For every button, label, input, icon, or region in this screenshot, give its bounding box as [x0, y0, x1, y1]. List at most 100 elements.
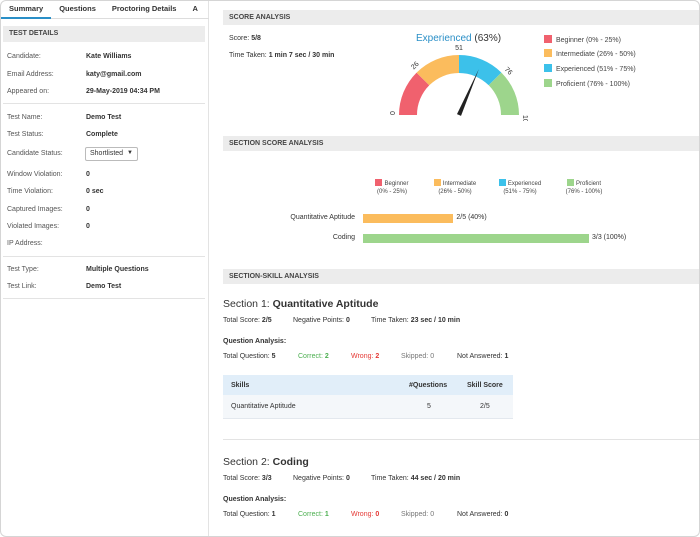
detail-row-ip-address: IP Address:: [7, 240, 205, 252]
section-2-correct: Correct: 1: [298, 511, 329, 518]
tab-proctoring-details[interactable]: Proctoring Details: [111, 4, 177, 13]
stat-label: Skipped:: [401, 511, 429, 518]
stat-label: Not Answered:: [457, 511, 503, 518]
stat-label: Negative Points:: [293, 475, 344, 482]
tab-bar: Summary Questions Proctoring Details A: [1, 1, 209, 19]
section-1-question-analysis-heading: Question Analysis:: [223, 338, 287, 345]
column-header-questions: #Questions: [409, 382, 448, 389]
detail-label: Test Status:: [7, 131, 44, 138]
detail-row-appeared-on: Appeared on: 29-May-2019 04:34 PM: [7, 88, 205, 100]
stat-value: 0: [430, 353, 435, 360]
stat-value: 0: [375, 511, 380, 518]
divider: [3, 103, 205, 104]
time-line: Time Taken: 1 min 7 sec / 30 min: [229, 52, 334, 59]
tab-more[interactable]: A: [192, 4, 198, 13]
detail-label: Violated Images:: [7, 223, 60, 230]
legend-proficient: Proficient (76% - 100%): [544, 79, 630, 88]
detail-label: Time Violation:: [7, 188, 53, 195]
left-panel: Summary Questions Proctoring Details A T…: [1, 1, 209, 536]
gauge-needle: [456, 69, 479, 116]
section-skill-heading: SECTION-SKILL ANALYSIS: [223, 269, 699, 284]
table-cell-skill: Quantitative Aptitude: [231, 403, 296, 410]
gauge-segment-beginner: [399, 72, 430, 115]
detail-value[interactable]: Demo Test: [86, 283, 122, 290]
chevron-down-icon: ▼: [127, 150, 133, 156]
section-bar-label: Coding: [332, 234, 355, 241]
stat-label: Time Taken:: [371, 475, 409, 482]
legend-experienced: Experienced (51% - 75%): [544, 64, 636, 73]
detail-value: 0 sec: [86, 188, 104, 195]
detail-label: Email Address:: [7, 71, 54, 78]
legend-range: (0% - 25%): [376, 189, 407, 195]
legend-name: Intermediate: [442, 181, 477, 187]
detail-label: IP Address:: [7, 240, 43, 247]
gauge-tick-label: 51: [455, 45, 463, 52]
stat-value: 2: [375, 353, 380, 360]
detail-value: Multiple Questions: [86, 266, 149, 273]
section-bar-label: Quantitative Aptitude: [290, 214, 355, 221]
gauge-tick-label: 100: [521, 115, 528, 121]
section-prefix: Section 2:: [223, 456, 270, 468]
stat-value: 44 sec / 20 min: [410, 475, 461, 482]
detail-label: Appeared on:: [7, 88, 50, 95]
section-1-negative-points: Negative Points: 0: [293, 317, 350, 324]
legend-swatch: [566, 179, 574, 186]
stat-value: 3/3: [261, 475, 272, 482]
detail-row-test-type: Test Type: Multiple Questions: [7, 266, 205, 278]
stat-label: Total Score:: [223, 475, 260, 482]
skills-table-header: Skills #Questions Skill Score: [223, 375, 513, 395]
legend-swatch: [544, 49, 552, 57]
legend-name: Experienced: [507, 181, 542, 187]
detail-value: Kate Williams: [86, 53, 132, 60]
section-2-not-answered: Not Answered: 0: [457, 511, 508, 518]
stat-label: Total Score:: [223, 317, 260, 324]
score-analysis-heading: SCORE ANALYSIS: [223, 10, 699, 25]
legend-swatch: [544, 64, 552, 72]
section-legend-experienced: Experienced (51% - 75%): [494, 179, 546, 196]
stat-value: 0: [345, 317, 350, 324]
stat-value: 1: [324, 511, 329, 518]
section-1-time-taken: Time Taken: 23 sec / 10 min: [371, 317, 460, 324]
stat-label: Total Question:: [223, 511, 270, 518]
gauge-segment-intermediate: [416, 55, 459, 86]
section-legend-intermediate: Intermediate (26% - 50%): [429, 179, 481, 196]
detail-row-window-violation: Window Violation: 0: [7, 171, 205, 183]
section-2-title: Section 2: Coding: [223, 456, 309, 468]
tab-questions[interactable]: Questions: [59, 4, 96, 13]
time-value: 1 min 7 sec / 30 min: [268, 52, 335, 59]
stat-value: 0: [504, 511, 509, 518]
stat-value: 1: [271, 511, 276, 518]
gauge-segment-proficient: [488, 72, 519, 115]
detail-row-violated-images: Violated Images: 0: [7, 223, 205, 235]
section-bar-coding: [363, 234, 589, 243]
section-1-title: Section 1: Quantitative Aptitude: [223, 298, 378, 310]
stat-value: 0: [345, 475, 350, 482]
detail-value: 29-May-2019 04:34 PM: [86, 88, 160, 95]
stat-label: Total Question:: [223, 353, 270, 360]
tab-summary[interactable]: Summary: [1, 1, 52, 19]
test-details-heading: TEST DETAILS: [3, 26, 205, 42]
legend-swatch: [544, 79, 552, 87]
score-label: Score:: [229, 35, 250, 42]
section-1-not-answered: Not Answered: 1: [457, 353, 508, 360]
detail-row-email: Email Address: katy@gmail.com: [7, 71, 205, 83]
section-2-total-score: Total Score: 3/3: [223, 475, 272, 482]
stat-value: 2/5: [261, 317, 272, 324]
detail-label: Candidate:: [7, 53, 41, 60]
candidate-status-select[interactable]: Shortlisted ▼: [85, 147, 138, 161]
section-1-wrong: Wrong: 2: [351, 353, 379, 360]
legend-label: Experienced (51% - 75%): [556, 66, 636, 73]
column-header-skills: Skills: [231, 382, 250, 389]
section-name: Quantitative Aptitude: [272, 298, 379, 310]
section-bar-quantitative-aptitude: [363, 214, 454, 223]
section-divider: [223, 439, 699, 440]
legend-label: Proficient (76% - 100%): [556, 81, 630, 88]
section-legend-beginner: Beginner (0% - 25%): [367, 179, 417, 196]
stat-label: Correct:: [298, 353, 323, 360]
table-cell-questions: 5: [427, 403, 431, 410]
candidate-status-value: Shortlisted: [90, 150, 124, 157]
section-1-correct: Correct: 2: [298, 353, 329, 360]
section-2-negative-points: Negative Points: 0: [293, 475, 350, 482]
detail-label: Window Violation:: [7, 171, 63, 178]
